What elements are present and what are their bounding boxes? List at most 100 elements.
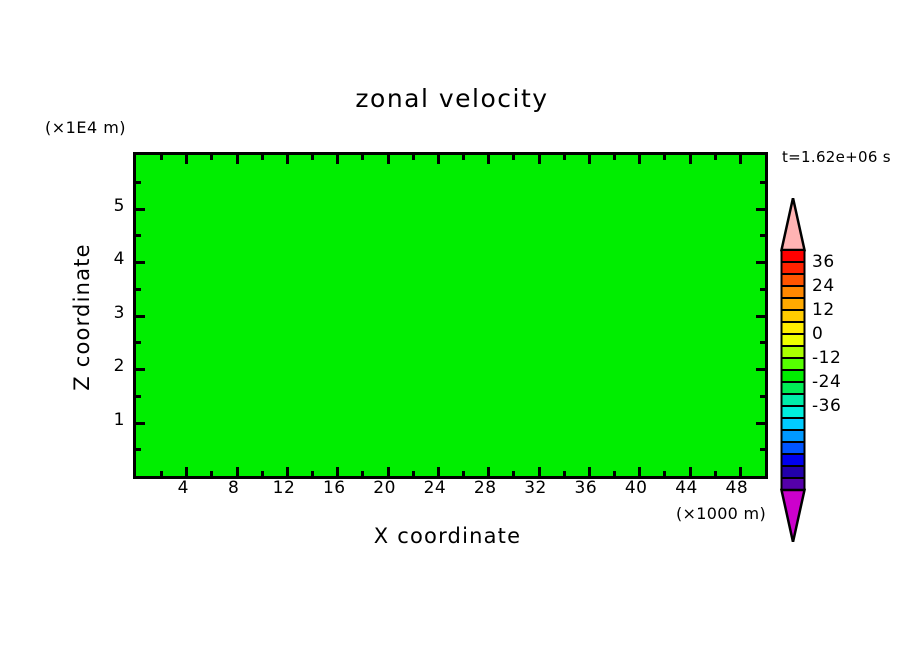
y-tick-mark-minor [136,234,141,237]
x-tick-mark-minor [311,155,314,160]
colorbar-tick-label: 0 [812,324,824,344]
x-tick-mark [286,155,289,164]
y-tick-label: 4 [113,249,125,269]
x-tick-label: 16 [322,478,346,498]
colorbar-tick-label: 36 [812,252,835,272]
colorbar-graphic [780,198,806,542]
x-tick-mark-minor [361,155,364,160]
y-tick-mark [756,368,765,371]
x-axis-unit-label: (×1000 m) [676,504,766,523]
x-tick-label: 44 [675,478,698,498]
x-tick-mark [236,467,239,476]
x-tick-mark-minor [512,471,515,476]
colorbar-tick-label: 12 [812,300,835,320]
x-tick-mark [437,467,440,476]
x-tick-mark-minor [613,155,616,160]
timestamp-label: t=1.62e+06 s [782,148,891,166]
x-tick-mark-minor [462,471,465,476]
x-tick-mark [236,155,239,164]
x-tick-mark-minor [210,471,213,476]
y-tick-mark [136,261,145,264]
plot-area [133,152,768,479]
x-tick-mark [437,155,440,164]
x-tick-mark-minor [563,155,566,160]
x-tick-mark-minor [210,155,213,160]
x-tick-label: 12 [272,478,296,498]
colorbar-tick-label: -36 [812,396,842,416]
x-tick-mark-minor [261,155,264,160]
x-tick-mark [689,467,692,476]
x-tick-mark [487,467,490,476]
x-tick-mark [185,467,188,476]
y-tick-label: 5 [113,195,125,216]
x-tick-mark-minor [160,155,163,160]
x-tick-mark [387,155,390,164]
x-tick-mark-minor [412,471,415,476]
y-tick-label: 3 [113,302,125,323]
x-tick-label: 8 [227,478,240,498]
y-tick-mark [756,208,765,211]
y-tick-mark-minor [136,341,141,344]
x-tick-mark [588,467,591,476]
x-tick-mark-minor [663,471,666,476]
x-tick-mark-minor [261,471,264,476]
x-tick-label: 40 [624,478,648,498]
y-tick-mark-minor [760,395,765,398]
x-tick-label: 48 [725,478,749,498]
y-tick-mark-minor [136,395,141,398]
x-tick-label: 32 [524,478,547,498]
y-tick-mark-minor [760,234,765,237]
x-axis-title: X coordinate [373,524,522,548]
x-tick-label: 28 [473,478,497,498]
x-tick-label: 20 [373,478,396,498]
y-axis-unit-label: (×1E4 m) [45,118,127,137]
x-tick-mark [638,155,641,164]
x-tick-mark-minor [512,155,515,160]
x-tick-mark-minor [412,155,415,160]
y-tick-mark-minor [136,288,141,291]
x-tick-mark-minor [462,155,465,160]
y-tick-mark-minor [760,341,765,344]
x-tick-mark-minor [361,471,364,476]
x-tick-mark [689,155,692,164]
x-tick-mark [487,155,490,164]
y-tick-label: 1 [113,409,125,430]
y-tick-mark [756,261,765,264]
y-tick-labels: 1 2 3 4 5 [95,0,125,654]
colorbar-tick-label: -12 [812,348,842,368]
x-tick-label: 24 [423,478,447,498]
x-tick-mark-minor [311,471,314,476]
y-tick-mark-minor [136,448,141,451]
colorbar-tick-label: -24 [812,372,842,392]
x-tick-label: 4 [177,478,189,498]
colorbar [780,198,806,542]
y-tick-mark [136,368,145,371]
y-tick-mark [136,208,145,211]
y-axis-title: Z coordinate [70,243,94,391]
y-tick-mark-minor [760,448,765,451]
x-tick-mark [739,155,742,164]
x-tick-mark-minor [714,155,717,160]
x-tick-mark [336,155,339,164]
x-tick-label: 36 [574,478,598,498]
x-tick-mark [387,467,390,476]
contour-field [136,155,765,476]
y-tick-mark [136,422,145,425]
y-tick-mark [756,315,765,318]
x-tick-mark-minor [714,471,717,476]
y-tick-mark-minor [760,181,765,184]
x-tick-mark [638,467,641,476]
x-tick-mark [739,467,742,476]
y-tick-mark-minor [136,181,141,184]
x-tick-mark [538,467,541,476]
page-title: zonal velocity [355,84,549,113]
x-tick-mark [286,467,289,476]
y-tick-label: 2 [113,356,125,376]
x-tick-mark [538,155,541,164]
y-tick-mark [756,422,765,425]
x-tick-mark-minor [563,471,566,476]
y-tick-mark-minor [760,288,765,291]
x-tick-mark [336,467,339,476]
colorbar-tick-label: 24 [812,276,835,296]
